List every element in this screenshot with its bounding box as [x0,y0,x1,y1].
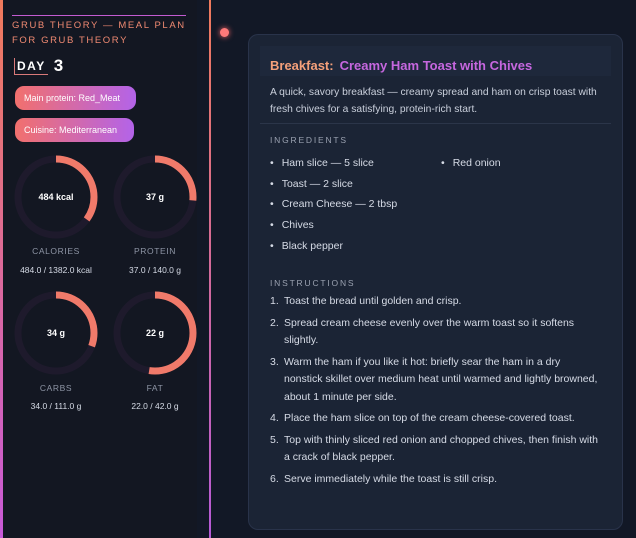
step-text: Spread cream cheese evenly over the warm… [284,316,575,347]
calories-sub: 484.0 / 1382.0 kcal [20,265,92,275]
instruction-step: 4. Place the ham slice on top of the crea… [270,410,600,428]
instruction-step: 3. Warm the ham if you like it hot: brief… [270,354,600,407]
fat-gauge: 22 g [112,290,198,376]
protein-gauge: 37 g [112,154,198,240]
protein-arc [113,155,197,239]
meal-type: Breakfast: [270,58,334,73]
day-label: DAY [14,57,48,75]
protein-sub: 37.0 / 140.0 g [129,265,181,275]
ingredient-item: Cream Cheese — 2 tbsp [270,194,398,215]
ingredient-item: Red onion [441,153,501,174]
instruction-step: 2. Spread cream cheese evenly over the wa… [270,315,600,350]
carbs-gauge: 34 g [13,290,99,376]
carbs-sub: 34.0 / 111.0 g [30,401,82,411]
step-text: Serve immediately while the toast is sti… [284,472,497,485]
protein-value: 37 g [145,192,164,202]
ingredients-heading: INGREDIENTS [270,135,348,145]
ingredient-item: Toast — 2 slice [270,174,397,195]
instruction-step: 1. Toast the bread until golden and crisp… [270,293,600,311]
fat-value: 22 g [145,328,164,338]
carbs-label: CARBS [39,383,73,393]
carbs-arc [14,291,98,375]
day-number: 3 [53,56,64,75]
step-number: 4. [270,412,279,424]
fat-arc [113,291,197,375]
step-text: Warm the ham if you like it hot: briefly… [284,355,598,403]
card-header [260,46,611,76]
day-indicator: DAY 3 [14,56,63,76]
recipe-title: Breakfast: Creamy Ham Toast with Chives [270,58,532,73]
step-number: 3. [270,355,279,368]
ingredient-item: Ham slice — 5 slice [270,153,397,174]
step-number: 6. [270,472,279,485]
cuisine-pill[interactable]: Cuisine: Mediterranean [15,118,134,142]
protein-label: PROTEIN [134,246,176,256]
instruction-step: 6. Serve immediately while the toast is s… [270,471,600,489]
calories-gauge: 484 kcal [13,154,99,240]
ingredient-item: Black pepper [270,236,397,257]
calories-label: CALORIES [32,246,80,256]
sidebar: GRUB THEORY — MEAL PLAN FOR GRUB THEORY … [0,0,197,538]
recipe-name: Creamy Ham Toast with Chives [339,58,533,73]
fat-sub: 22.0 / 42.0 g [131,401,179,411]
instructions-heading: INSTRUCTIONS [270,278,356,288]
instruction-step: 5. Top with thinly sliced red onion and c… [270,432,600,467]
ingredients-list: Ham slice — 5 slice Toast — 2 slice Crea… [270,153,398,257]
step-number: 5. [270,433,279,446]
instructions-list: 1. Toast the bread until golden and crisp… [270,293,600,492]
step-text: Top with thinly sliced red onion and cho… [284,433,599,464]
step-number: 1. [270,295,279,307]
recipe-card: Breakfast: Creamy Ham Toast with Chives A… [248,34,623,530]
step-text: Place the ham slice on top of the cream … [284,412,575,424]
divider [260,123,611,124]
step-number: 2. [270,316,279,329]
recipe-description: A quick, savory breakfast — creamy sprea… [270,87,597,115]
timeline-line [209,0,211,538]
ingredient-item: Chives [270,215,397,236]
timeline-dot [220,28,229,37]
calories-arc [14,155,98,239]
carbs-value: 34 g [46,328,65,338]
calories-value: 484 kcal [38,192,74,202]
main-protein-pill[interactable]: Main protein: Red_Meat [15,86,136,110]
ingredients-list-col2: Red onion [441,153,501,174]
brand-title: GRUB THEORY — MEAL PLAN FOR GRUB THEORY [12,15,186,48]
fat-label: FAT [146,383,164,393]
step-text: Toast the bread until golden and crisp. [284,295,462,307]
